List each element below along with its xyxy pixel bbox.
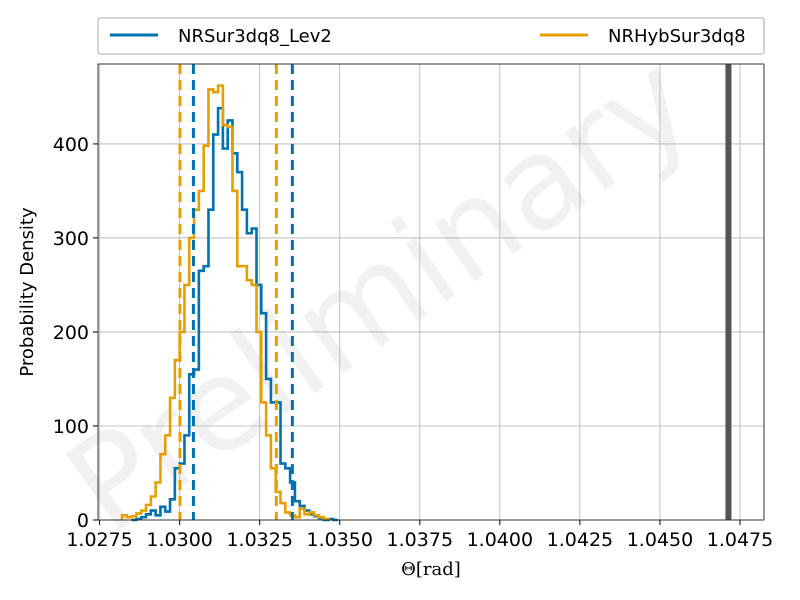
legend-label-nrsur3dq8-lev2: NRSur3dq8_Lev2 xyxy=(178,26,332,47)
x-tick-label: 1.0275 xyxy=(66,529,132,551)
x-tick-label: 1.0400 xyxy=(467,529,533,551)
histogram-nrhybsur3dq8 xyxy=(120,84,330,521)
histogram-series xyxy=(120,84,339,522)
x-axis-label: Θ[rad] xyxy=(401,559,461,580)
legend[interactable]: NRSur3dq8_Lev2 NRHybSur3dq8 xyxy=(97,17,765,55)
x-tick-label: 1.0375 xyxy=(387,529,453,551)
axis-ticks: 1.0275 1.0300 1.0325 1.0350 1.0375 1.0400 1.04… xyxy=(53,134,773,551)
legend-box xyxy=(97,17,765,55)
y-axis-label: Probability Density xyxy=(17,207,38,377)
y-tick-label: 400 xyxy=(53,134,89,156)
x-tick-label: 1.0425 xyxy=(547,529,613,551)
x-tick-label: 1.0300 xyxy=(146,529,212,551)
x-tick-label: 1.0475 xyxy=(707,529,773,551)
y-tick-label: 200 xyxy=(53,322,89,344)
x-tick-label: 1.0450 xyxy=(627,529,693,551)
grid-lines xyxy=(98,64,764,521)
y-tick-label: 100 xyxy=(53,416,89,438)
plot-frame xyxy=(97,63,765,521)
legend-label-nrhybsur3dq8: NRHybSur3dq8 xyxy=(608,26,746,47)
reference-lines xyxy=(178,64,732,520)
y-tick-label: 0 xyxy=(77,510,89,532)
y-tick-label: 300 xyxy=(53,228,89,250)
x-tick-label: 1.0325 xyxy=(226,529,292,551)
watermark-text: Preliminary xyxy=(41,26,719,563)
x-tick-label: 1.0350 xyxy=(307,529,373,551)
